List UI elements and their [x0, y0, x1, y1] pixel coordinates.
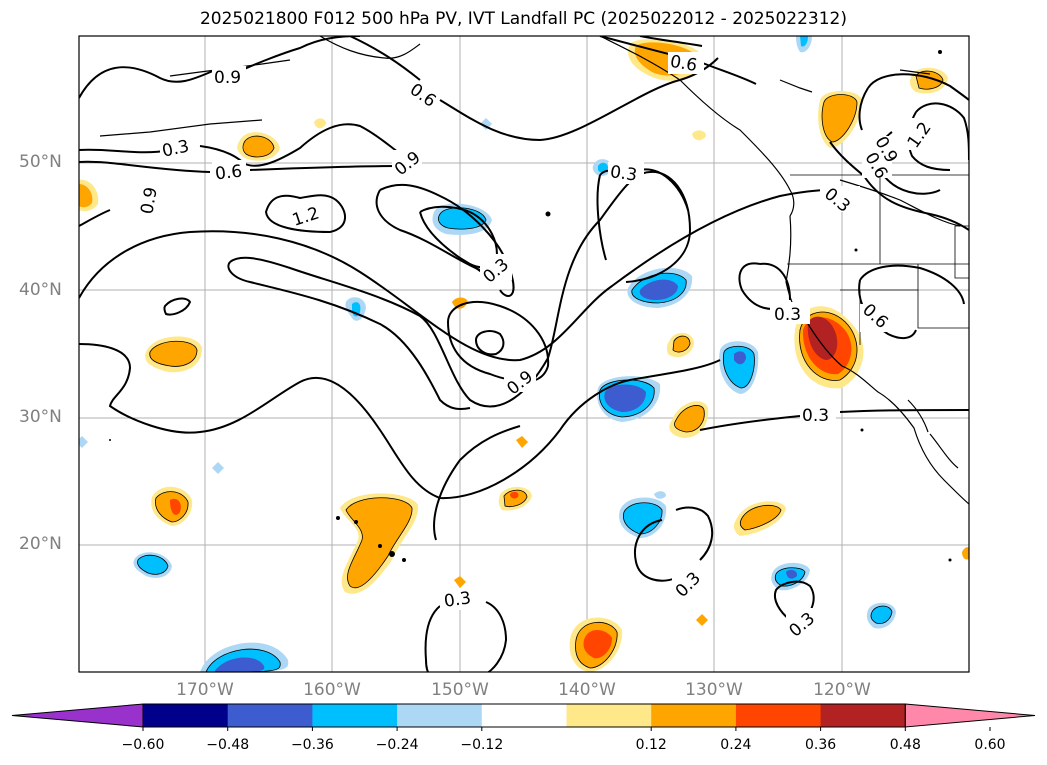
colorbar-tick-label: −0.12	[460, 737, 504, 753]
lon-label-170w: 170°W	[176, 680, 234, 700]
lon-label-160w: 160°W	[303, 680, 361, 700]
ivt-pc-fill-positive	[79, 39, 969, 672]
contour-label: 0.3	[774, 305, 801, 325]
colorbar-extend-min	[11, 703, 144, 728]
colorbar-segment	[143, 704, 229, 727]
islands	[109, 50, 952, 562]
map-frame	[78, 35, 970, 673]
lon-label-130w: 130°W	[685, 680, 743, 700]
colorbar-tick-label: −0.24	[375, 737, 419, 753]
lon-label-120w: 120°W	[813, 680, 871, 700]
contour-label: 0.9	[214, 68, 241, 88]
colorbar-segment	[566, 704, 652, 727]
colorbar-segment	[312, 704, 398, 727]
lat-label-50n: 50°N	[19, 152, 62, 172]
lat-label-30n: 30°N	[19, 407, 62, 427]
contour-label: 0.3	[802, 406, 829, 426]
contour-label: 0.3	[443, 588, 473, 612]
colorbar-tick-label: 0.60	[974, 737, 1006, 753]
map-plot: 0.9 0.6 0.3 0.6 0.9 1.2 0.9 0.3 0.9 0.3 …	[78, 35, 970, 673]
contour-label: 0.3	[609, 162, 639, 186]
colorbar-frame	[142, 703, 906, 728]
lon-label-150w: 150°W	[431, 680, 489, 700]
colorbar-segment	[397, 704, 483, 727]
colorbar-segments	[11, 703, 1036, 728]
colorbar-tick-label: −0.48	[206, 737, 250, 753]
colorbar-segment	[227, 704, 313, 727]
contour-label: 0.6	[214, 162, 243, 185]
contour-label: 0.9	[137, 186, 161, 216]
colorbar-tick-label: 0.36	[805, 737, 837, 753]
colorbar-segment	[735, 704, 822, 727]
ivt-pc-fill-negative	[79, 36, 896, 672]
lon-label-140w: 140°W	[558, 680, 616, 700]
colorbar-segment	[651, 704, 737, 727]
colorbar-segment	[481, 704, 567, 727]
contour-label-bg	[136, 52, 940, 636]
lat-label-40n: 40°N	[19, 280, 62, 300]
ivt-pc-outlines	[137, 70, 944, 672]
colorbar-extend-max	[904, 703, 1036, 728]
map-title: 2025021800 F012 500 hPa PV, IVT Landfall…	[199, 9, 847, 29]
colorbar-segment	[820, 704, 906, 727]
colorbar-tick-label: 0.12	[635, 737, 667, 753]
colorbar-tick-label: −0.60	[121, 737, 165, 753]
contour-label: 0.6	[668, 52, 698, 76]
colorbar-tick-label: −0.36	[290, 737, 334, 753]
lat-label-20n: 20°N	[19, 534, 62, 554]
colorbar-tick-label: 0.48	[889, 737, 921, 753]
colorbar-tick-label: 0.24	[720, 737, 752, 753]
